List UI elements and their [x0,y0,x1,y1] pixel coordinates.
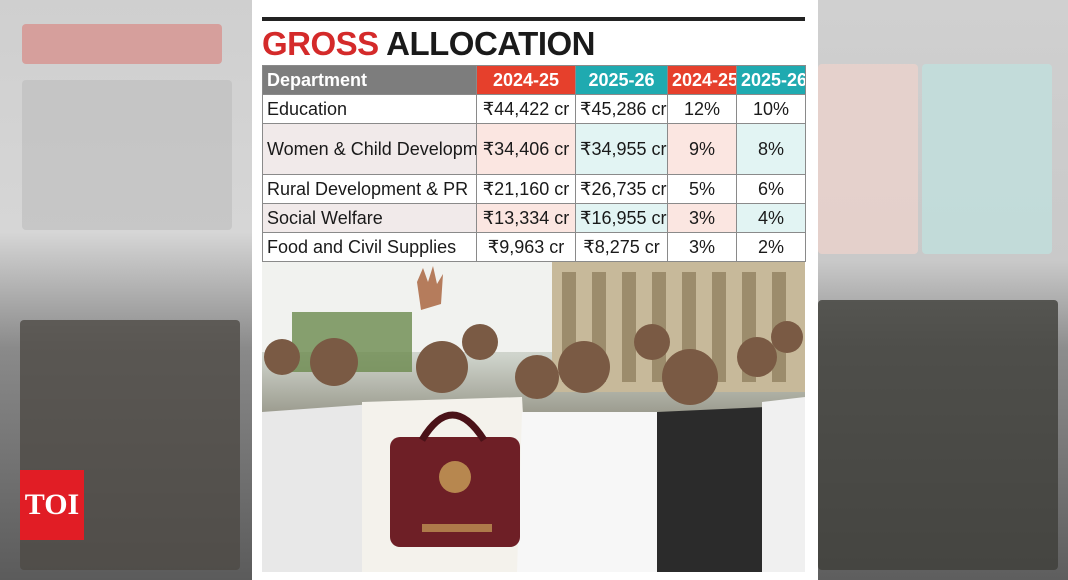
row-alloc-2024: ₹13,334 cr [476,203,576,233]
row-department: Food and Civil Supplies [262,232,477,262]
row-alloc-2024: ₹9,963 cr [476,232,576,262]
row-alloc-2025: ₹8,275 cr [575,232,668,262]
table-row: Food and Civil Supplies ₹9,963 cr ₹8,275… [262,232,806,262]
row-share-2024: 12% [667,94,737,124]
row-share-2024: 3% [667,203,737,233]
row-department: Rural Development & PR [262,174,477,204]
row-alloc-2025: ₹34,955 cr [575,123,668,175]
row-alloc-2024: ₹21,160 cr [476,174,576,204]
header-alloc-2025: 2025-26 [575,65,668,95]
row-alloc-2024: ₹44,422 cr [476,94,576,124]
infographic-card: GROSS ALLOCATION Department 2024-25 2025… [252,0,818,580]
header-alloc-2024: 2024-25 [476,65,576,95]
row-share-2024: 9% [667,123,737,175]
title-word-gross: GROSS [262,25,379,62]
row-alloc-2024: ₹34,406 cr [476,123,576,175]
header-share-2024: 2024-25 [667,65,737,95]
header-share-2025: 2025-26 [736,65,806,95]
toi-logo: TOI [20,470,84,540]
row-alloc-2025: ₹16,955 cr [575,203,668,233]
top-rule [262,17,805,21]
allocation-table: Department 2024-25 2025-26 2024-25 2025-… [262,65,806,262]
row-share-2025: 8% [736,123,806,175]
row-share-2024: 3% [667,232,737,262]
row-share-2025: 4% [736,203,806,233]
row-department: Education [262,94,477,124]
row-share-2025: 10% [736,94,806,124]
page-title: GROSS ALLOCATION [262,25,596,62]
row-department: Women & Child Development [262,123,477,175]
group-photo [262,262,805,572]
row-alloc-2025: ₹45,286 cr [575,94,668,124]
background-right-blur [818,0,1068,580]
table-row: Social Welfare ₹13,334 cr ₹16,955 cr 3% … [262,203,806,233]
header-department: Department [262,65,477,95]
row-share-2024: 5% [667,174,737,204]
photo-illustration [262,262,805,572]
row-alloc-2025: ₹26,735 cr [575,174,668,204]
table-row: Rural Development & PR ₹21,160 cr ₹26,73… [262,174,806,204]
row-share-2025: 2% [736,232,806,262]
row-department: Social Welfare [262,203,477,233]
table-header-row: Department 2024-25 2025-26 2024-25 2025-… [262,65,806,95]
table-row: Women & Child Development ₹34,406 cr ₹34… [262,123,806,175]
title-word-allocation: ALLOCATION [386,25,596,62]
table-row: Education ₹44,422 cr ₹45,286 cr 12% 10% [262,94,806,124]
row-share-2025: 6% [736,174,806,204]
